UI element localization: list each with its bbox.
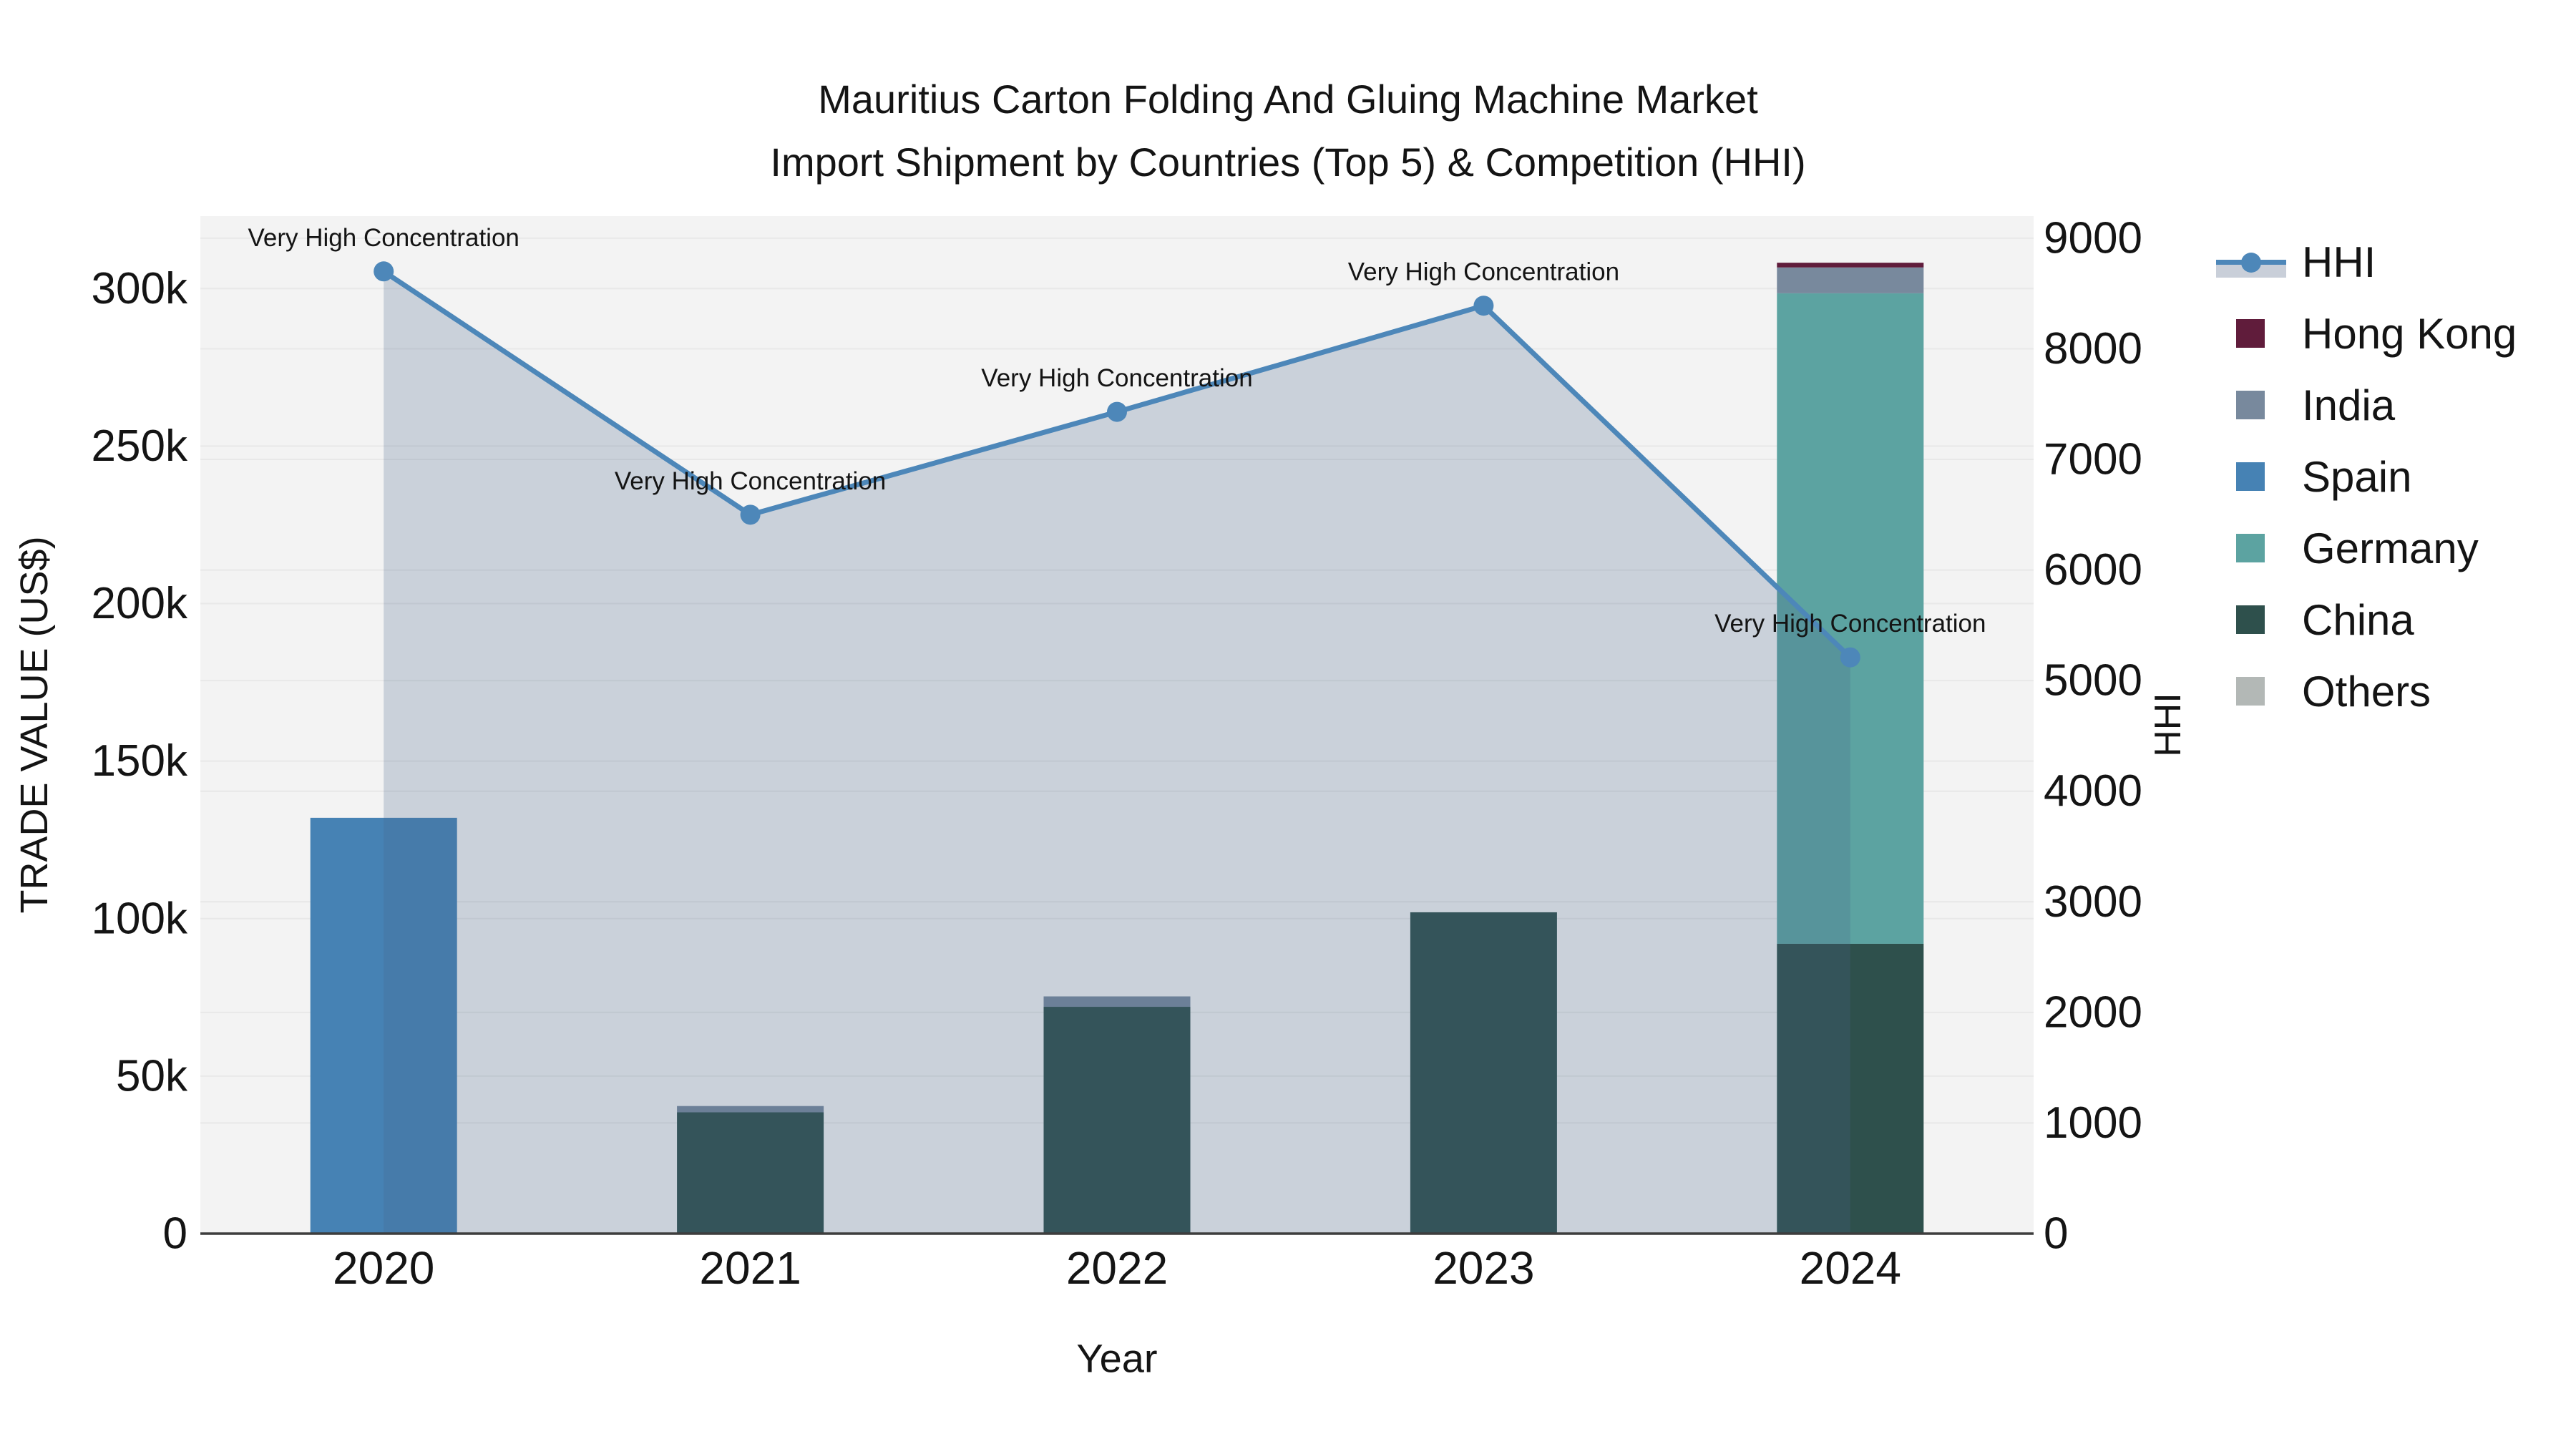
y-axis-right-tick-label: 7000 [2044, 435, 2142, 484]
hhi-area-fill [384, 271, 1850, 1234]
y-axis-right-tick-label: 4000 [2044, 766, 2142, 816]
x-axis-tick-label: 2024 [1800, 1242, 1901, 1294]
y-axis-right-title: HHI [2147, 693, 2189, 757]
legend-hhi-line-icon [2215, 240, 2289, 283]
hhi-marker-2020 [374, 261, 394, 282]
y-axis-left-tick-label: 100k [92, 894, 188, 943]
bar-segment-hong-kong-2024 [1777, 263, 1924, 268]
legend-color-swatch [2215, 455, 2289, 498]
x-axis-title: Year [1076, 1336, 1157, 1381]
y-axis-left-tick-label: 200k [92, 579, 188, 628]
legend-item-spain: Spain [2215, 441, 2517, 512]
legend-label: Others [2302, 667, 2431, 716]
annotation-2020: Very High Concentration [248, 224, 519, 252]
y-axis-left-tick-label: 150k [92, 736, 188, 786]
chart-legend: HHI Hong Kong India Spain Germany China Others [2215, 226, 2517, 727]
x-axis-tick-label: 2021 [699, 1242, 801, 1294]
legend-item-china: China [2215, 584, 2517, 655]
legend-color-swatch [2215, 670, 2289, 713]
y-axis-left-tick-label: 300k [92, 264, 188, 313]
hhi-marker-2021 [740, 504, 761, 525]
y-axis-right-tick-label: 5000 [2044, 656, 2142, 706]
bar-segment-china-2024 [1777, 943, 1924, 1234]
y-axis-left-tick-label: 0 [163, 1209, 187, 1259]
y-axis-left-tick-label: 50k [116, 1051, 188, 1101]
y-axis-right-tick-label: 3000 [2044, 877, 2142, 927]
annotation-2021: Very High Concentration [615, 467, 886, 495]
y-axis-right-tick-label: 9000 [2044, 213, 2142, 263]
bar-segment-india-2024 [1777, 267, 1924, 293]
y-axis-right-tick-label: 2000 [2044, 987, 2142, 1037]
y-axis-right-tick-label: 6000 [2044, 545, 2142, 595]
x-axis-tick-label: 2023 [1433, 1242, 1534, 1294]
bar-segment-germany-2024 [1777, 293, 1924, 944]
annotation-2024: Very High Concentration [1714, 610, 1986, 638]
y-axis-right-tick-label: 0 [2044, 1209, 2068, 1259]
legend-swatch-hong-kong [2236, 319, 2265, 348]
legend-swatch-spain [2236, 462, 2265, 491]
legend-label: Hong Kong [2302, 309, 2517, 358]
chart-title-line2: Import Shipment by Countries (Top 5) & C… [770, 140, 1806, 185]
legend-color-swatch [2215, 527, 2289, 570]
legend-color-swatch [2215, 384, 2289, 426]
y-axis-left-title: TRADE VALUE (US$) [13, 536, 56, 913]
legend-item-india: India [2215, 369, 2517, 441]
x-axis-tick-label: 2020 [333, 1242, 434, 1294]
legend-swatch-china [2236, 605, 2265, 634]
legend-color-swatch [2215, 312, 2289, 355]
legend-swatch-india [2236, 391, 2265, 419]
legend-swatch-others [2236, 677, 2265, 706]
bar-segment-china-2021 [677, 1112, 824, 1234]
annotation-2022: Very High Concentration [981, 364, 1252, 392]
legend-label: China [2302, 595, 2414, 644]
bar-segment-china-2022 [1043, 1007, 1191, 1234]
legend-item-others: Others [2215, 655, 2517, 727]
bar-segment-china-2023 [1410, 912, 1557, 1234]
legend-marker-dot [2241, 253, 2261, 273]
hhi-marker-2023 [1473, 296, 1494, 316]
legend-color-swatch [2215, 598, 2289, 641]
hhi-marker-2022 [1107, 401, 1127, 422]
legend-label: Spain [2302, 452, 2412, 501]
hhi-marker-2024 [1840, 647, 1860, 668]
chart-title: Mauritius Carton Folding And Gluing Mach… [0, 68, 2576, 194]
bar-segment-india-2021 [677, 1106, 824, 1113]
y-axis-left-tick-label: 250k [92, 421, 188, 471]
y-axis-right-tick-label: 1000 [2044, 1098, 2142, 1148]
legend-item-hong-kong: Hong Kong [2215, 298, 2517, 369]
legend-item-hhi: HHI [2215, 226, 2517, 298]
bar-segment-india-2022 [1043, 996, 1191, 1008]
legend-label: Germany [2302, 524, 2479, 572]
legend-swatch-germany [2236, 534, 2265, 562]
legend-item-germany: Germany [2215, 512, 2517, 584]
legend-label: India [2302, 381, 2396, 429]
x-axis-tick-label: 2022 [1066, 1242, 1168, 1294]
chart-title-line1: Mauritius Carton Folding And Gluing Mach… [818, 77, 1758, 122]
y-axis-right-tick-label: 8000 [2044, 324, 2142, 374]
legend-label: HHI [2302, 238, 2376, 286]
bar-segment-spain-2020 [310, 817, 457, 1234]
annotation-2023: Very High Concentration [1348, 258, 1619, 286]
